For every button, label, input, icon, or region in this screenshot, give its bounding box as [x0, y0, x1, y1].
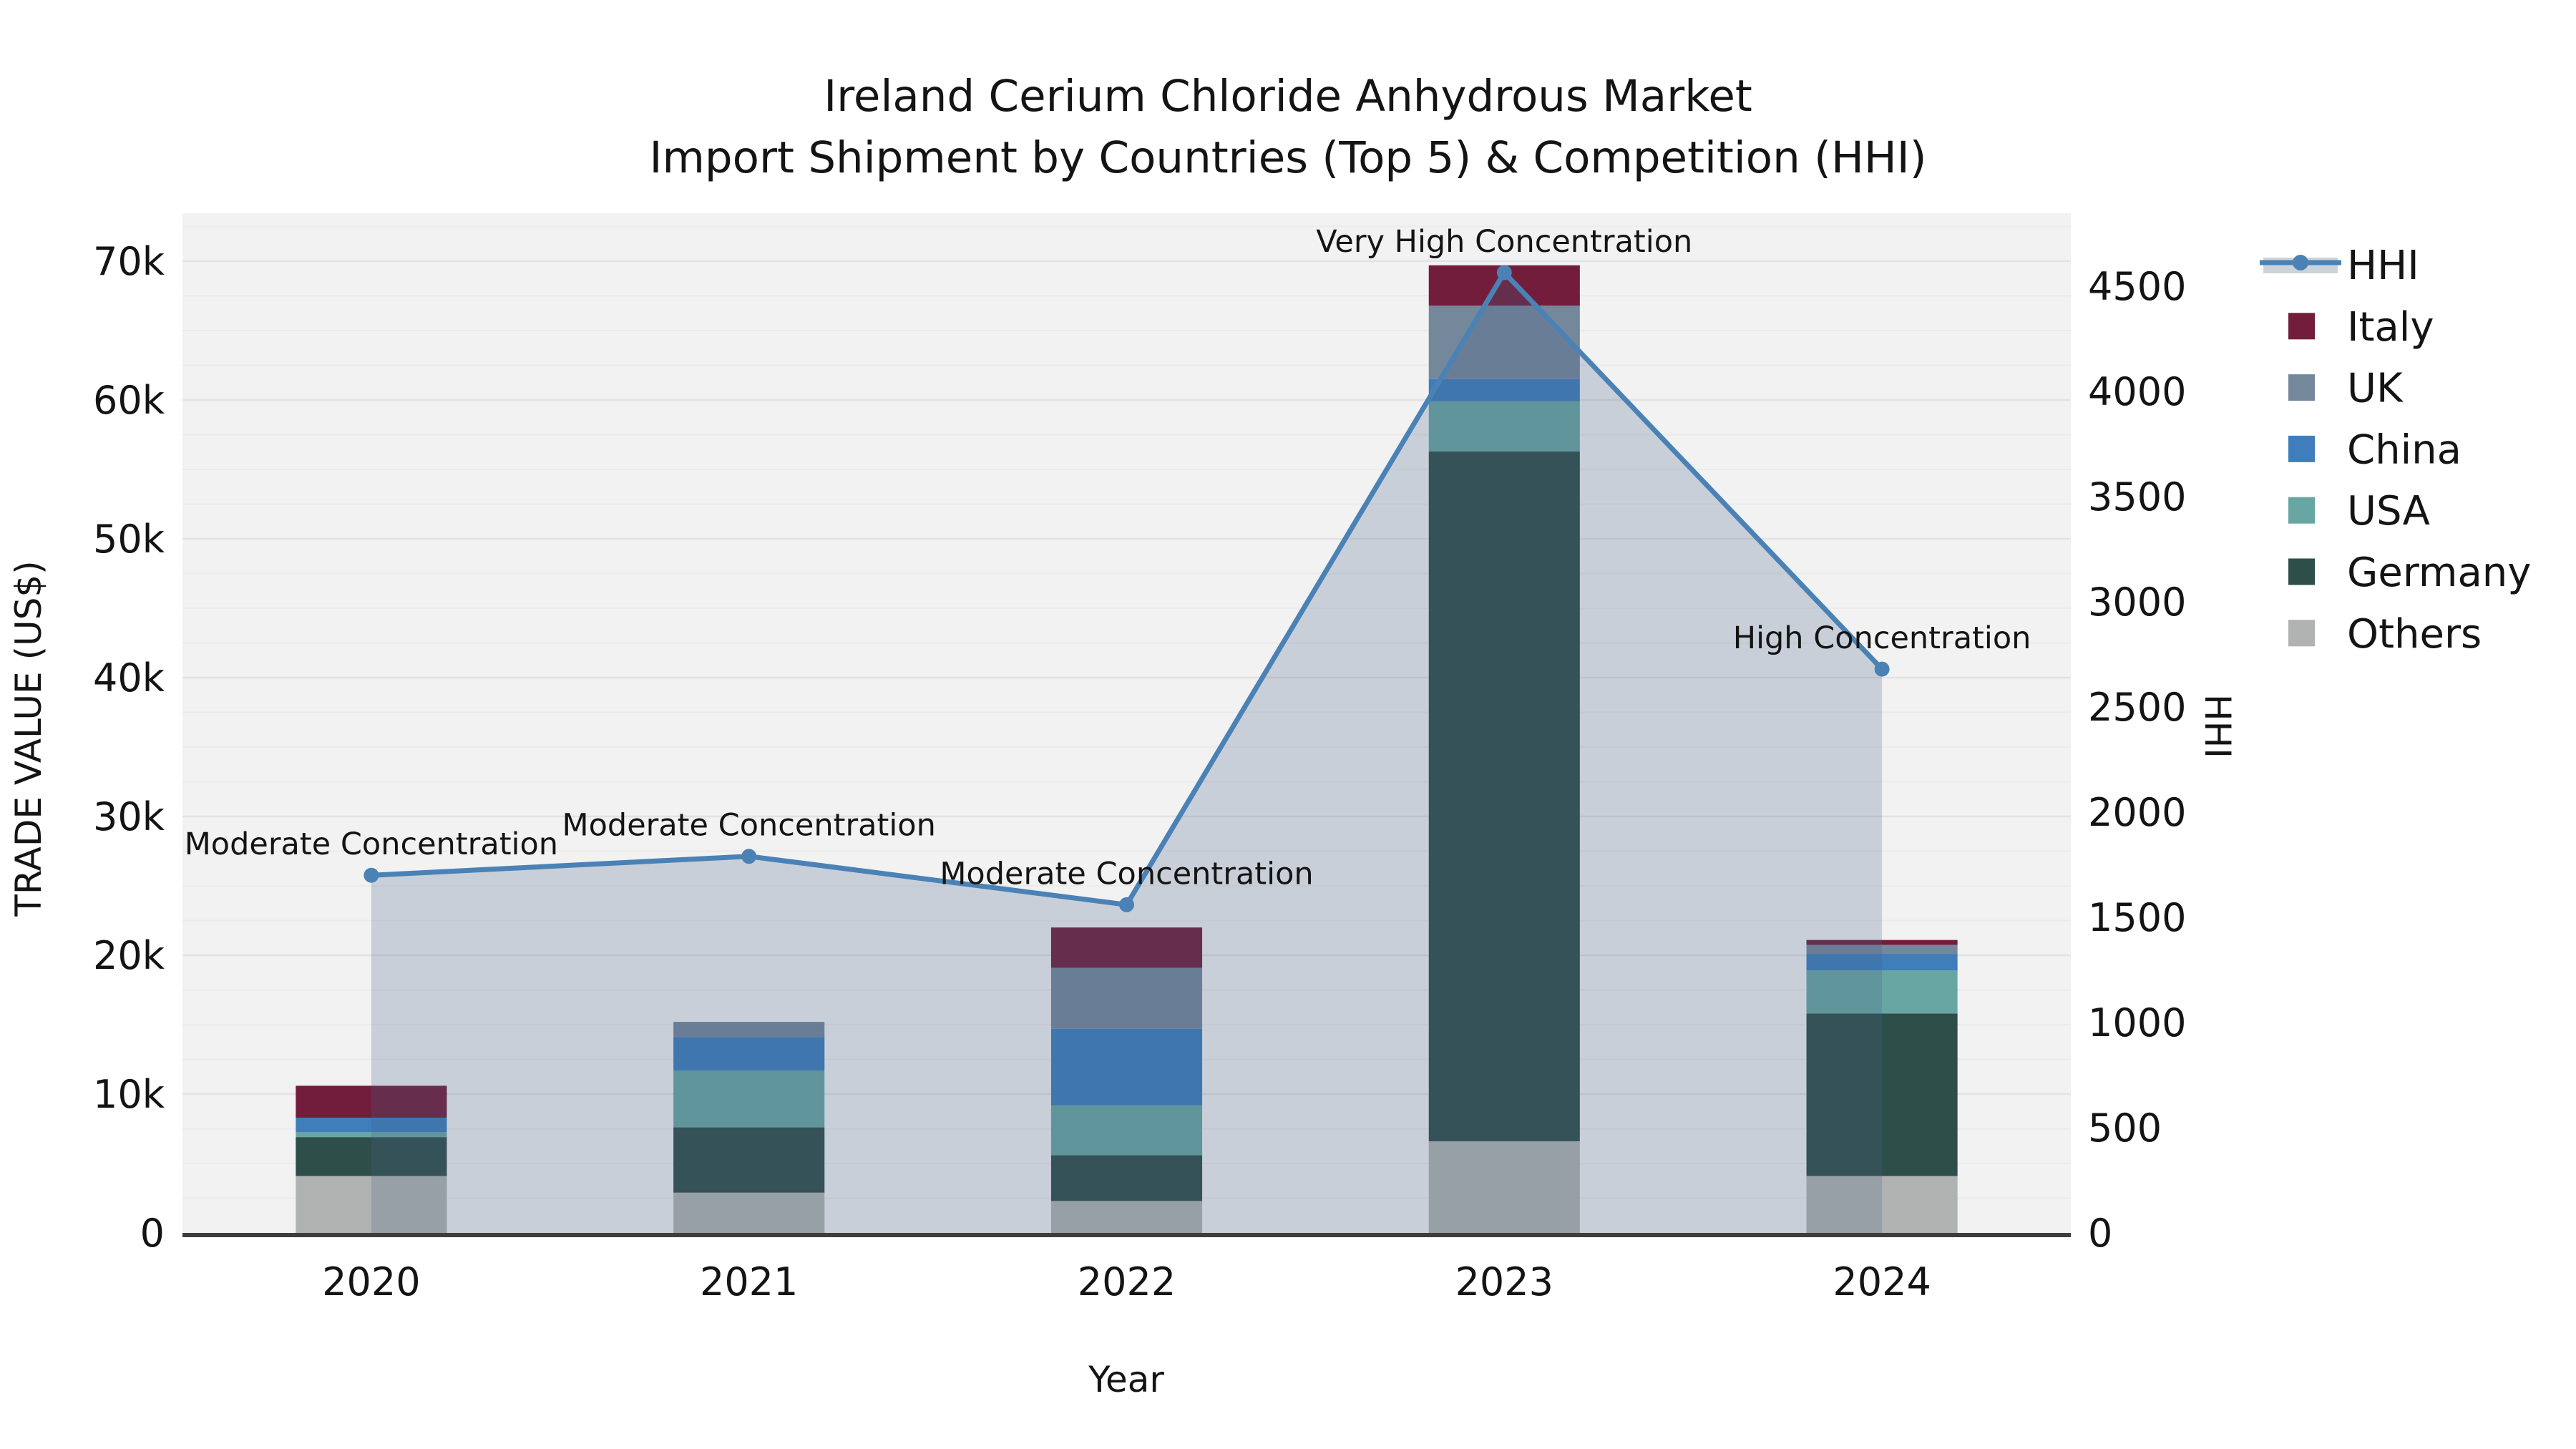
y-left-tick-5: 50k	[93, 517, 165, 562]
bar-2020-usa	[296, 1132, 447, 1138]
bar-2022-usa	[1050, 1105, 1203, 1156]
bar-2020-germany	[296, 1137, 447, 1176]
y-right-tick-1: 500	[2088, 1106, 2162, 1151]
y-right-tick-5: 2500	[2088, 685, 2186, 730]
y-axis-right-title: HHI	[2197, 694, 2238, 758]
y-left-tick-1: 10k	[93, 1072, 165, 1117]
hhi-marker-2022	[1119, 897, 1134, 912]
hhi-marker-2020	[364, 867, 379, 883]
x-tick-2023: 2023	[1455, 1259, 1553, 1304]
y-right-tick-9: 4500	[2088, 264, 2186, 309]
y-left-tick-6: 60k	[93, 378, 165, 423]
bar-2024-uk	[1806, 945, 1958, 955]
legend-swatch-usa	[2288, 497, 2315, 524]
bar-2023-germany	[1428, 451, 1580, 1141]
legend-hhi-marker-sample	[2293, 255, 2308, 270]
bar-2021-usa	[673, 1070, 825, 1128]
bar-2022-others	[1050, 1201, 1203, 1233]
annotation-2020: Moderate Concentration	[185, 826, 558, 862]
annotation-2024: High Concentration	[1733, 620, 2031, 656]
legend-swatch-china	[2288, 435, 2315, 462]
legend-label-uk: UK	[2347, 366, 2404, 412]
bar-2021-others	[673, 1192, 825, 1233]
legend-label-usa: USA	[2347, 488, 2430, 535]
chart-title-line2: Import Shipment by Countries (Top 5) & C…	[650, 132, 1927, 183]
y-right-tick-2: 1000	[2088, 1000, 2186, 1045]
hhi-marker-2024	[1874, 661, 1890, 677]
bar-2023-china	[1428, 379, 1580, 401]
legend: HHI Italy UK China USA Germany Others	[2260, 243, 2531, 658]
bar-2023-others	[1428, 1141, 1580, 1233]
y-right-tick-4: 2000	[2088, 790, 2186, 835]
grid-minor	[182, 225, 2071, 1199]
annotation-2022: Moderate Concentration	[940, 856, 1313, 892]
bar-2024-china	[1806, 954, 1958, 971]
y-left-tick-0: 0	[140, 1211, 165, 1256]
y-right-tick-0: 0	[2088, 1211, 2112, 1256]
annotation-2021: Moderate Concentration	[562, 808, 936, 844]
x-tick-2020: 2020	[322, 1259, 420, 1304]
y-left-tick-2: 20k	[93, 933, 165, 978]
annotation-2023: Very High Concentration	[1316, 224, 1692, 260]
legend-label-italy: Italy	[2347, 304, 2434, 351]
bar-2023-usa	[1428, 401, 1580, 452]
legend-label-germany: Germany	[2347, 550, 2531, 596]
x-axis-title: Year	[1088, 1359, 1164, 1400]
y-left-tick-7: 70k	[93, 239, 165, 284]
legend-swatch-italy	[2288, 313, 2315, 340]
x-tick-2021: 2021	[700, 1259, 798, 1304]
bar-2022-italy	[1050, 927, 1203, 968]
legend-swatch-uk	[2288, 374, 2315, 401]
legend-swatch-germany	[2288, 558, 2315, 585]
bar-2020-china	[296, 1117, 447, 1133]
y-right-tick-6: 3000	[2088, 580, 2186, 625]
hhi-area	[371, 272, 1883, 1233]
bar-2023-uk	[1428, 306, 1580, 379]
y-right-tick-7: 3500	[2088, 474, 2186, 519]
bar-2024-germany	[1806, 1013, 1958, 1176]
legend-label-hhi: HHI	[2347, 243, 2419, 289]
legend-label-others: Others	[2347, 611, 2482, 658]
bar-2020-italy	[296, 1085, 447, 1118]
hhi-marker-2023	[1496, 265, 1512, 280]
bar-2021-uk	[673, 1022, 825, 1038]
x-tick-2024: 2024	[1833, 1259, 1931, 1304]
bar-2024-usa	[1806, 970, 1958, 1014]
legend-label-china: China	[2347, 426, 2462, 473]
bar-2022-germany	[1050, 1155, 1203, 1201]
bar-2021-germany	[673, 1127, 825, 1193]
y-right-tick-3: 1500	[2088, 895, 2186, 940]
bar-2020-others	[296, 1176, 447, 1233]
bar-2021-china	[673, 1037, 825, 1071]
y-left-tick-3: 30k	[93, 794, 165, 839]
bar-2022-china	[1050, 1028, 1203, 1106]
y-left-tick-4: 40k	[93, 655, 165, 701]
bar-2024-others	[1806, 1176, 1958, 1233]
y-right-tick-8: 4000	[2088, 369, 2186, 414]
hhi-marker-2021	[741, 849, 757, 864]
x-tick-2022: 2022	[1078, 1259, 1176, 1304]
legend-swatch-others	[2288, 620, 2315, 647]
bar-2022-uk	[1050, 967, 1203, 1029]
y-axis-left-title: TRADE VALUE (US$)	[8, 560, 49, 917]
bar-2024-italy	[1806, 940, 1958, 945]
plot-region: 0 10k 20k 30k 40k 50k 60k 70k 0 500 1000 1500 2000 25…	[93, 213, 2186, 1304]
chart-title-line1: Ireland Cerium Chloride Anhydrous Market	[824, 71, 1752, 122]
